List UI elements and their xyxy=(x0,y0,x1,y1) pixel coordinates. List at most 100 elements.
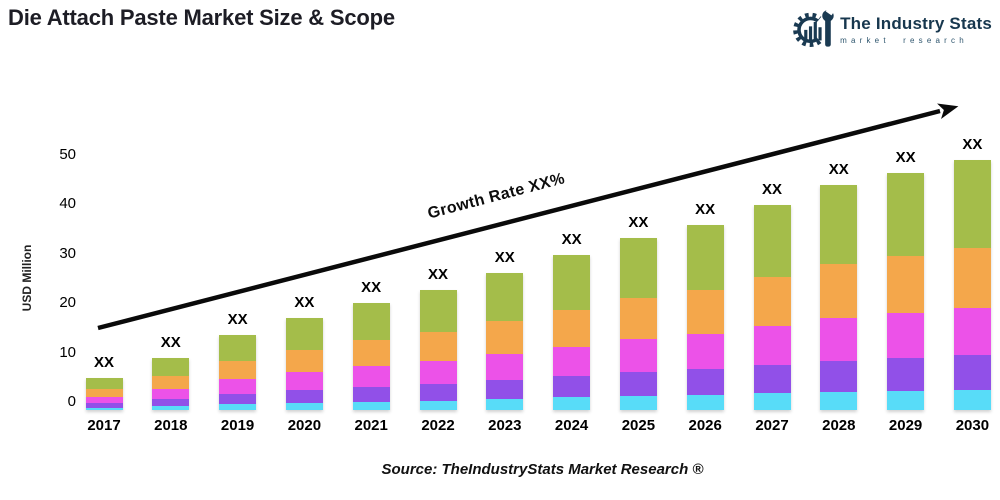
source-citation: Source: TheIndustryStats Market Research… xyxy=(381,461,704,478)
bar-value-label-2019: XX xyxy=(227,311,248,328)
bar-2029 xyxy=(887,172,925,410)
logo-text: The Industry Stats market research xyxy=(840,14,992,45)
bar-segment-layer-3-magenta xyxy=(152,388,190,399)
bar-segment-layer-2-purple xyxy=(820,360,858,392)
bar-segment-layer-1-cyan xyxy=(753,393,791,410)
bar-value-label-2024: XX xyxy=(561,231,582,248)
bar-2025 xyxy=(619,237,657,411)
bar-segment-layer-4-orange xyxy=(152,376,190,389)
bar-segment-layer-2-purple xyxy=(219,393,257,404)
bar-2027 xyxy=(753,205,791,410)
bar-segment-layer-5-green xyxy=(553,255,591,310)
bar-segment-layer-5-green xyxy=(887,172,925,256)
bar-segment-layer-5-green xyxy=(219,335,257,361)
x-axis-label-2021: 2021 xyxy=(354,417,388,434)
bar-segment-layer-2-purple xyxy=(753,364,791,394)
logo-wrench xyxy=(822,6,836,47)
bar-value-label-2029: XX xyxy=(895,148,916,166)
bar-segment-layer-5-green xyxy=(753,205,791,277)
bar-segment-layer-3-magenta xyxy=(619,339,657,372)
growth-rate-annotation: Growth Rate XX% xyxy=(426,170,567,223)
bar-segment-layer-2-purple xyxy=(285,389,323,403)
bar-segment-layer-5-green xyxy=(820,185,858,264)
bar-segment-layer-2-purple xyxy=(887,357,925,391)
bar-segment-layer-1-cyan xyxy=(152,406,190,410)
bar-segment-layer-2-purple xyxy=(85,403,123,408)
bar-value-label-2027: XX xyxy=(761,181,782,198)
bar-value-label-2026: XX xyxy=(695,201,716,218)
x-axis-label-2024: 2024 xyxy=(554,417,589,434)
logo-bar-chart-bars xyxy=(804,21,822,41)
x-axis-label-2027: 2027 xyxy=(755,417,789,434)
bar-value-label-2028: XX xyxy=(828,161,849,178)
y-axis-tick-30: 30 xyxy=(59,244,76,262)
bar-segment-layer-3-magenta xyxy=(85,397,123,403)
x-axis-label-2022: 2022 xyxy=(421,417,455,434)
bar-segment-layer-5-green xyxy=(686,225,724,290)
bar-value-label-2017: XX xyxy=(93,353,114,371)
y-axis-title: USD Million xyxy=(20,244,34,312)
bar-segment-layer-4-orange xyxy=(85,389,123,397)
y-axis-tick-40: 40 xyxy=(59,195,76,213)
bar-segment-layer-1-cyan xyxy=(619,395,657,410)
logo: The Industry Stats market research xyxy=(791,5,992,53)
bar-segment-layer-5-green xyxy=(152,357,190,376)
x-axis-label-2019: 2019 xyxy=(220,417,255,434)
bar-segment-layer-3-magenta xyxy=(753,326,791,365)
bar-segment-layer-3-magenta xyxy=(219,379,257,394)
bar-segment-layer-2-purple xyxy=(619,371,657,396)
bar-segment-layer-4-orange xyxy=(820,263,858,318)
bar-segment-layer-4-orange xyxy=(352,340,390,366)
bar-segment-layer-4-orange xyxy=(619,297,657,339)
bar-value-label-2022: XX xyxy=(427,266,448,283)
bar-segment-layer-5-green xyxy=(85,377,123,389)
bar-2021 xyxy=(352,302,390,410)
bar-value-label-2018: XX xyxy=(160,333,181,351)
bar-segment-layer-4-orange xyxy=(486,320,524,354)
y-axis-tick-10: 10 xyxy=(59,343,76,361)
bar-2024 xyxy=(553,255,591,410)
x-axis-label-2029: 2029 xyxy=(888,417,923,434)
bar-segment-layer-2-purple xyxy=(486,379,524,399)
bar-segment-layer-1-cyan xyxy=(953,390,991,410)
bar-segment-layer-1-cyan xyxy=(486,399,524,410)
bar-segment-layer-3-magenta xyxy=(686,334,724,369)
bar-segment-layer-5-green xyxy=(419,290,457,332)
bar-segment-layer-1-cyan xyxy=(820,392,858,410)
bar-segment-layer-4-orange xyxy=(285,350,323,372)
bar-segment-layer-1-cyan xyxy=(419,400,457,410)
bar-segment-layer-5-green xyxy=(285,317,323,350)
bar-segment-layer-4-orange xyxy=(887,255,925,313)
bar-value-label-2021: XX xyxy=(361,278,382,296)
bar-segment-layer-5-green xyxy=(352,302,390,340)
x-axis-label-2025: 2025 xyxy=(621,417,656,434)
x-axis-label-2030: 2030 xyxy=(955,417,990,434)
bar-segment-layer-1-cyan xyxy=(219,404,257,410)
bar-value-label-2023: XX xyxy=(494,248,515,266)
bar-segment-layer-4-orange xyxy=(953,247,991,308)
bar-segment-layer-3-magenta xyxy=(486,353,524,380)
bar-segment-layer-1-cyan xyxy=(553,397,591,410)
bar-segment-layer-3-magenta xyxy=(352,366,390,387)
bar-value-label-2030: XX xyxy=(962,136,983,153)
bar-segment-layer-3-magenta xyxy=(553,346,591,376)
bar-segment-layer-5-green xyxy=(486,272,524,321)
bar-segment-layer-3-magenta xyxy=(285,372,323,390)
bar-segment-layer-2-purple xyxy=(352,386,390,402)
page-title: Die Attach Paste Market Size & Scope xyxy=(8,5,395,30)
bar-segment-layer-3-magenta xyxy=(820,317,858,361)
bar-2017 xyxy=(85,377,123,410)
bar-segment-layer-5-green xyxy=(619,237,657,298)
bar-segment-layer-1-cyan xyxy=(887,391,925,410)
bar-value-label-2020: XX xyxy=(294,293,315,311)
bar-segment-layer-4-orange xyxy=(219,361,257,379)
logo-tagline: market research xyxy=(840,35,968,45)
bar-2030 xyxy=(953,160,991,410)
bar-segment-layer-4-orange xyxy=(553,309,591,347)
bar-segment-layer-4-orange xyxy=(686,289,724,334)
bar-segment-layer-2-purple xyxy=(419,383,457,401)
x-axis-label-2026: 2026 xyxy=(688,417,722,434)
x-axis-label-2023: 2023 xyxy=(488,417,522,434)
